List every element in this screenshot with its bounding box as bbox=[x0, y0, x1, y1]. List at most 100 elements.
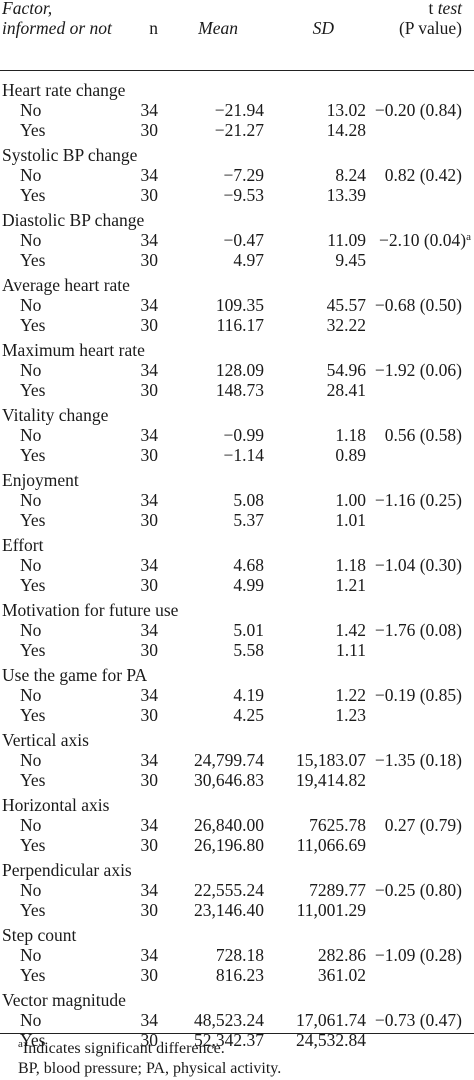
table-row-yes: Yes 30 116.17 32.22 bbox=[0, 314, 474, 336]
factor-group: Vector magnitude No 34 48,523.24 17,061.74 −0… bbox=[0, 989, 474, 1054]
table-row-yes: Yes 30 4.97 9.45 bbox=[0, 249, 474, 271]
t-test-value: 0.27 (0.79) bbox=[385, 814, 462, 836]
table-row-yes: Yes 30 816.23 361.02 bbox=[0, 964, 474, 986]
sd-value: 8.24 bbox=[335, 165, 366, 185]
group-label-no: No bbox=[20, 880, 42, 900]
table-row-no: No 34 26,840.00 7625.78 0.27 (0.79) bbox=[0, 814, 474, 836]
mean-value: 5.58 bbox=[233, 640, 264, 660]
sd-value: 28.41 bbox=[326, 380, 366, 400]
n-value: 34 bbox=[140, 750, 159, 770]
n-value: 30 bbox=[140, 900, 159, 920]
t-test-text: −2.10 (0.04) bbox=[378, 230, 467, 250]
sd-value: 14.28 bbox=[326, 120, 366, 140]
factor-group: Vitality change No 34 −0.99 1.18 0.56 (0.58) Y… bbox=[0, 404, 474, 469]
factor-group: Perpendicular axis No 34 22,555.24 7289.77 −0… bbox=[0, 859, 474, 924]
factor-name: Maximum heart rate bbox=[2, 340, 145, 360]
t-test-value: −2.10 (0.04)a bbox=[379, 229, 471, 251]
t-test-value: −0.68 (0.50) bbox=[375, 294, 462, 316]
header-p-value: (P value) bbox=[398, 18, 462, 38]
t-test-value: −1.76 (0.08) bbox=[375, 619, 462, 641]
n-value: 34 bbox=[140, 555, 159, 575]
mean-value: 22,555.24 bbox=[194, 880, 264, 900]
group-label-no: No bbox=[20, 165, 42, 185]
group-label-no: No bbox=[20, 815, 42, 835]
group-label-yes: Yes bbox=[20, 445, 46, 465]
group-label-yes: Yes bbox=[20, 185, 46, 205]
group-label-no: No bbox=[20, 230, 42, 250]
group-label-yes: Yes bbox=[20, 705, 46, 725]
t-test-text: −1.76 (0.08) bbox=[374, 620, 462, 640]
table-row-no: No 34 4.68 1.18 −1.04 (0.30) bbox=[0, 554, 474, 576]
sd-value: 1.18 bbox=[335, 425, 366, 445]
table-row-no: No 34 −21.94 13.02 −0.20 (0.84) bbox=[0, 99, 474, 121]
sd-value: 7625.78 bbox=[309, 815, 366, 835]
factor-name-row: Maximum heart rate bbox=[0, 339, 474, 361]
table-row-yes: Yes 30 4.99 1.21 bbox=[0, 574, 474, 596]
factor-name-row: Use the game for PA bbox=[0, 664, 474, 686]
table-row-no: No 34 128.09 54.96 −1.92 (0.06) bbox=[0, 359, 474, 381]
group-label-no: No bbox=[20, 555, 42, 575]
mean-value: −9.53 bbox=[223, 185, 265, 205]
group-label-yes: Yes bbox=[20, 380, 46, 400]
mean-value: −21.27 bbox=[214, 120, 264, 140]
mean-value: 5.08 bbox=[233, 490, 264, 510]
table-row-no: No 34 −7.29 8.24 0.82 (0.42) bbox=[0, 164, 474, 186]
group-label-yes: Yes bbox=[20, 770, 46, 790]
sd-value: 1.23 bbox=[335, 705, 366, 725]
n-value: 34 bbox=[140, 165, 159, 185]
n-value: 30 bbox=[140, 640, 159, 660]
n-value: 34 bbox=[140, 685, 159, 705]
factor-name-row: Average heart rate bbox=[0, 274, 474, 296]
sd-value: 17,061.74 bbox=[296, 1010, 366, 1030]
sd-value: 11.09 bbox=[327, 230, 366, 250]
sd-value: 282.86 bbox=[317, 945, 366, 965]
table-row-no: No 34 24,799.74 15,183.07 −1.35 (0.18) bbox=[0, 749, 474, 771]
factor-group: Step count No 34 728.18 282.86 −1.09 (0.28) Ye… bbox=[0, 924, 474, 989]
n-value: 34 bbox=[140, 295, 159, 315]
factor-name-row: Perpendicular axis bbox=[0, 859, 474, 881]
table-row-no: No 34 −0.47 11.09 −2.10 (0.04)a bbox=[0, 229, 474, 251]
table-row-no: No 34 109.35 45.57 −0.68 (0.50) bbox=[0, 294, 474, 316]
sd-value: 13.02 bbox=[326, 100, 366, 120]
t-test-text: 0.82 (0.42) bbox=[384, 165, 462, 185]
n-value: 34 bbox=[140, 880, 159, 900]
n-value: 30 bbox=[140, 315, 159, 335]
bottom-rule bbox=[0, 1033, 474, 1034]
factor-name-row: Motivation for future use bbox=[0, 599, 474, 621]
mean-value: −1.14 bbox=[223, 445, 265, 465]
factor-name-row: Diastolic BP change bbox=[0, 209, 474, 231]
sd-value: 1.00 bbox=[335, 490, 366, 510]
factor-name-row: Enjoyment bbox=[0, 469, 474, 491]
n-value: 30 bbox=[140, 185, 159, 205]
n-value: 30 bbox=[140, 1030, 159, 1050]
factor-group: Maximum heart rate No 34 128.09 54.96 −1.92 (… bbox=[0, 339, 474, 404]
sd-value: 54.96 bbox=[326, 360, 366, 380]
t-test-text: −1.16 (0.25) bbox=[374, 490, 462, 510]
group-label-yes: Yes bbox=[20, 640, 46, 660]
sd-value: 1.22 bbox=[335, 685, 366, 705]
mean-value: 30,646.83 bbox=[194, 770, 264, 790]
factor-name: Vertical axis bbox=[2, 730, 89, 750]
group-label-no: No bbox=[20, 295, 42, 315]
table-row-yes: Yes 30 30,646.83 19,414.82 bbox=[0, 769, 474, 791]
factor-name: Heart rate change bbox=[2, 80, 126, 100]
factor-name: Perpendicular axis bbox=[2, 860, 132, 880]
n-value: 30 bbox=[140, 250, 159, 270]
t-test-text: −0.25 (0.80) bbox=[374, 880, 462, 900]
group-label-no: No bbox=[20, 1010, 42, 1030]
sd-value: 0.89 bbox=[335, 445, 366, 465]
t-test-text: −0.19 (0.85) bbox=[374, 685, 462, 705]
factor-name: Motivation for future use bbox=[2, 600, 179, 620]
n-value: 34 bbox=[140, 945, 159, 965]
mean-value: 48,523.24 bbox=[194, 1010, 264, 1030]
mean-value: −0.99 bbox=[223, 425, 265, 445]
factor-name-row: Step count bbox=[0, 924, 474, 946]
n-value: 30 bbox=[140, 835, 159, 855]
factor-name: Step count bbox=[2, 925, 77, 945]
group-label-no: No bbox=[20, 685, 42, 705]
t-test-text: −1.92 (0.06) bbox=[374, 360, 462, 380]
group-label-no: No bbox=[20, 100, 42, 120]
mean-value: 728.18 bbox=[215, 945, 264, 965]
table-row-yes: Yes 30 −9.53 13.39 bbox=[0, 184, 474, 206]
